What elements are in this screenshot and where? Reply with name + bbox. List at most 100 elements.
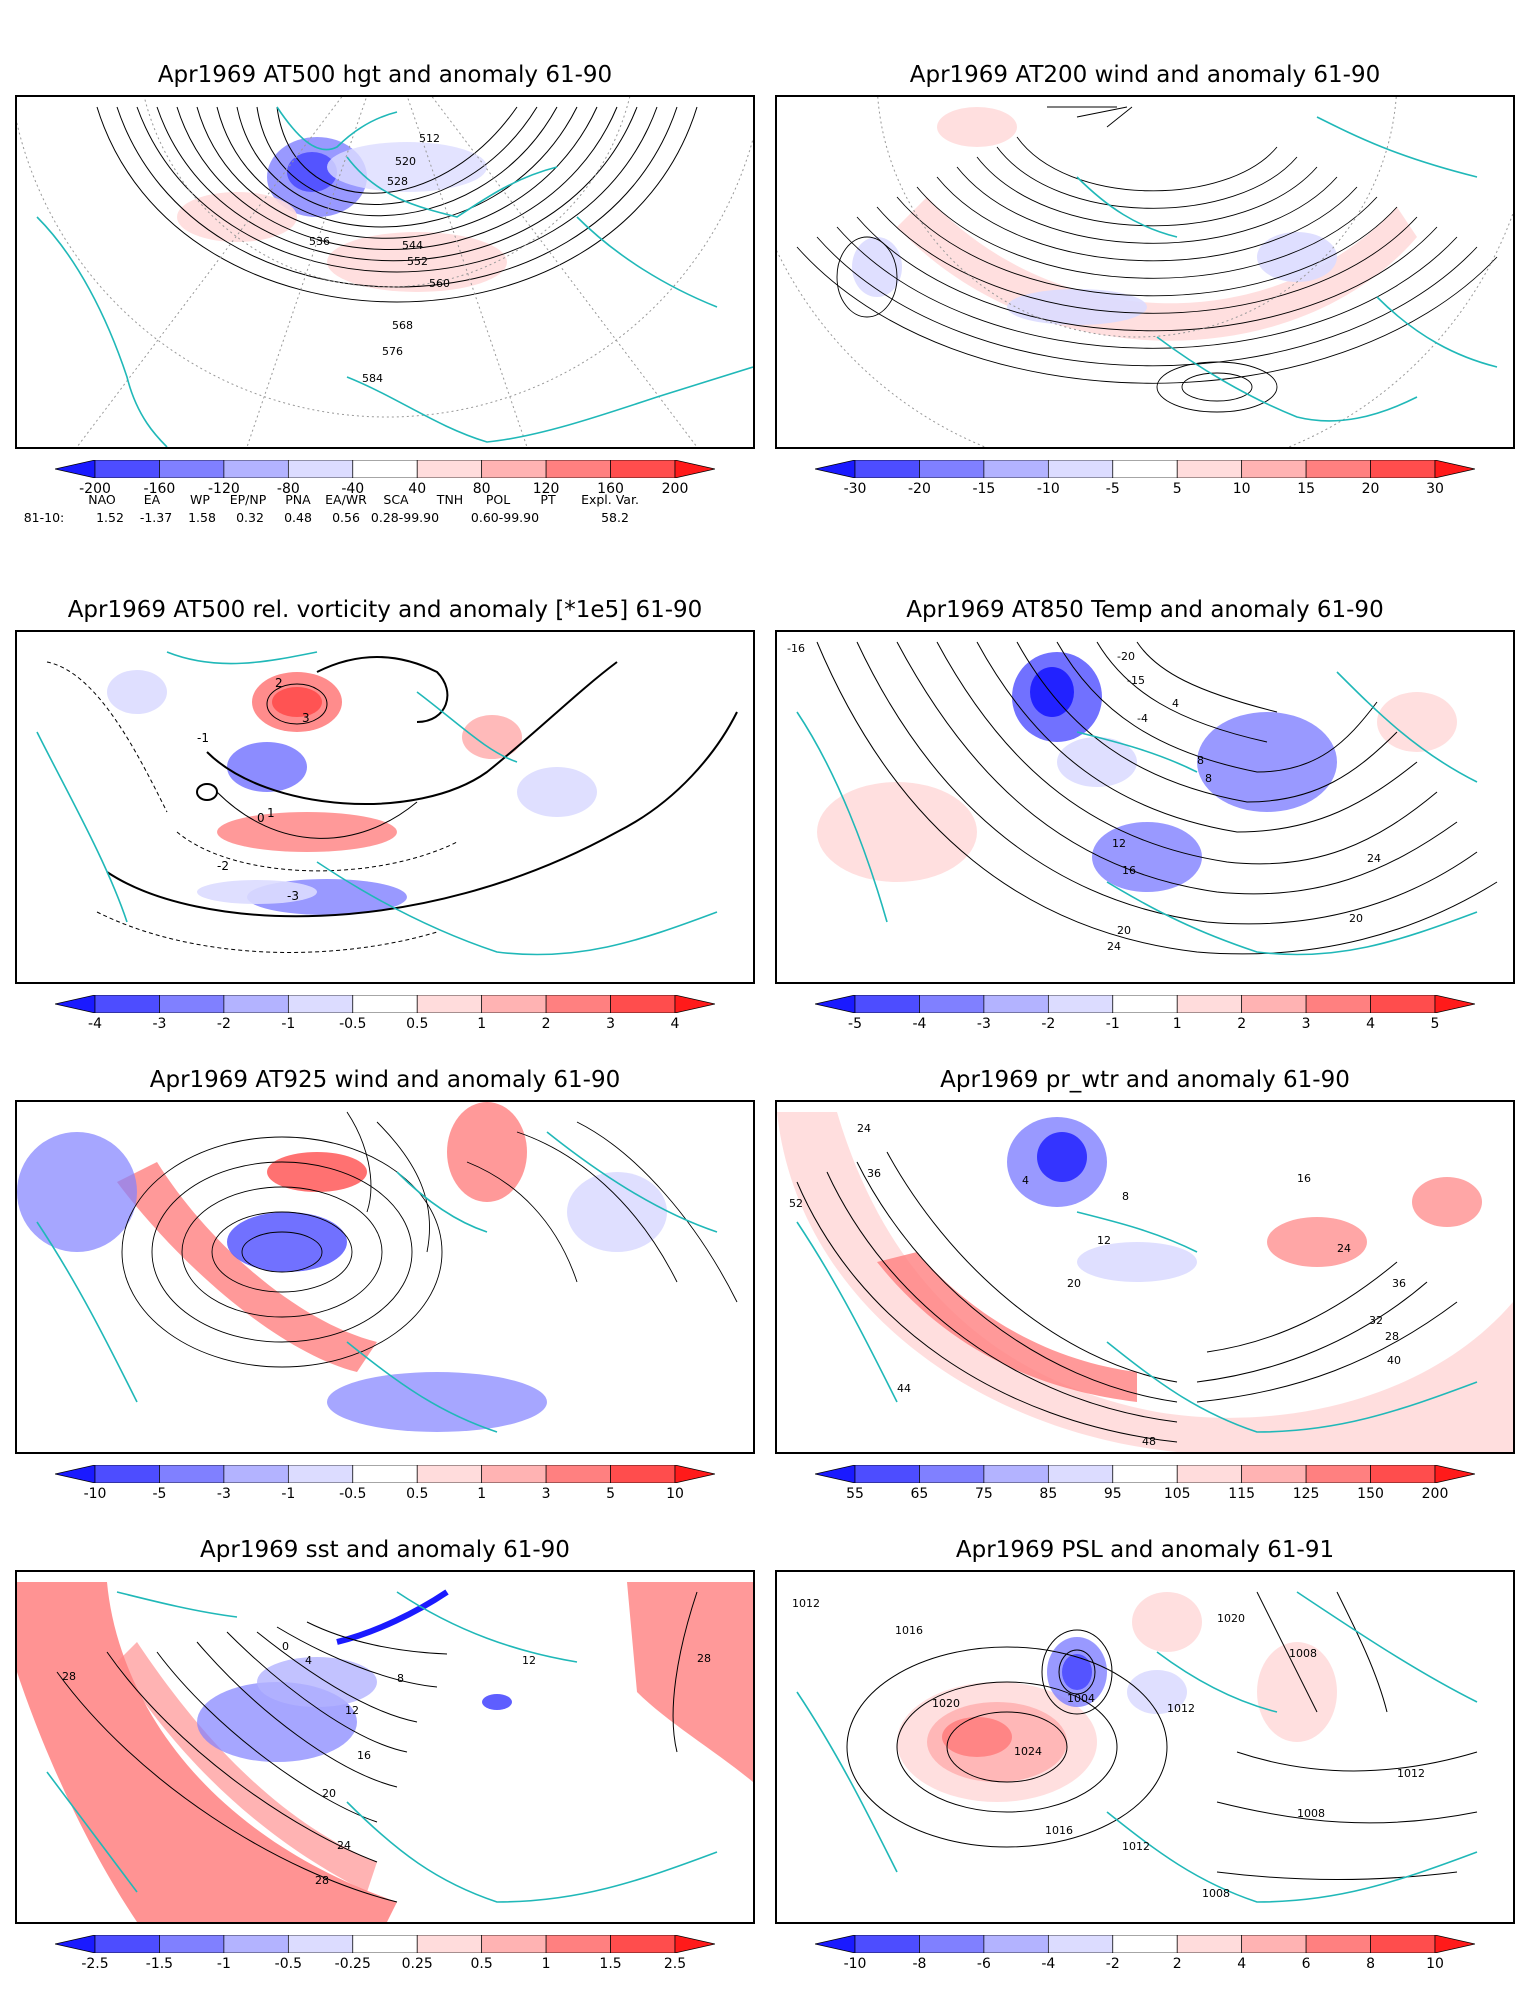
colorbar-tick-label: -4 [912,1016,927,1032]
colorbar-bin [287,1465,354,1483]
colorbar-bin [352,995,418,1013]
streamlines [121,1111,738,1368]
colorbar-bin [1176,1465,1243,1483]
colorbar-bin [94,1935,160,1953]
map-svg: 0 4 8 12 16 20 24 28 28 28 12 [17,1582,753,1922]
contour-labels: -16 -20 -15 4 8 12 16 20 24 20 24 8 -4 [787,642,1381,953]
colorbar-bin [919,460,985,478]
graticule [17,97,753,447]
coastlines [46,1591,718,1903]
colorbar-bin [610,460,676,478]
coastlines [36,106,753,447]
svg-text:8: 8 [1122,1190,1129,1203]
svg-text:24: 24 [1107,940,1121,953]
colorbar-bin [1241,1465,1307,1483]
colorbar-end-high [674,1935,715,1953]
svg-text:4: 4 [1172,697,1179,710]
colorbar-bin [1241,995,1307,1013]
colorbar-tick-label: 200 [1421,1486,1449,1502]
tele-value: 0.48 [284,510,312,525]
colorbar-tick-label: 40 [408,481,427,497]
vorticity-contours [46,656,738,953]
colorbar-end-low [815,1465,856,1483]
colorbar-bin [287,460,354,478]
colorbar-bin [1176,1935,1243,1953]
colorbar-bin [1370,1935,1436,1953]
svg-text:12: 12 [1112,837,1126,850]
colorbar-tick-label: 115 [1228,1486,1256,1502]
colorbar-tick-label: 4 [1366,1016,1376,1032]
svg-text:3: 3 [302,711,310,725]
svg-text:12: 12 [345,1704,359,1717]
svg-text:20: 20 [322,1787,336,1800]
colorbar-tick-label: 20 [1361,481,1380,497]
svg-text:36: 36 [1392,1277,1406,1290]
colorbar-tick-label: -30 [843,481,867,497]
colorbar-labels: -5 -4 -3 -2 -1 1 2 3 4 5 [815,1016,1475,1034]
svg-text:52: 52 [789,1197,803,1210]
colorbar-bin [1305,995,1371,1013]
contour-labels: 512 520 528 536 544 552 560 568 576 584 [309,132,450,385]
svg-text:568: 568 [392,319,413,332]
colorbar-bin [610,1935,676,1953]
colorbar-bin [1112,460,1178,478]
colorbar-bin [545,1465,611,1483]
colorbar [55,1935,715,1953]
colorbar-tick-label: -0.25 [334,1956,371,1972]
map-svg: 52 36 24 4 8 12 16 20 24 28 32 36 40 44 … [777,1112,1513,1452]
colorbar-bin [1305,460,1371,478]
map-svg: -1 0 1 2 3 -2 -3 [36,651,738,956]
colorbar-tick-label: -1.5 [145,1956,174,1972]
colorbar-tick-label: -120 [207,481,240,497]
panel-title: Apr1969 AT200 wind and anomaly 61-90 [909,62,1381,88]
colorbar-labels: -2.5 -1.5 -1 -0.5 -0.25 0.25 0.5 1 1.5 2.5 [55,1956,715,1974]
svg-text:1008: 1008 [1202,1887,1230,1900]
contour-labels: -1 0 1 2 3 -2 -3 [197,676,310,903]
svg-text:1008: 1008 [1297,1807,1325,1820]
colorbar-tick-label: -6 [976,1956,991,1972]
colorbar-bin [416,1935,483,1953]
colorbar-end-low [55,995,96,1013]
colorbar-bin [416,460,483,478]
colorbar-bin [919,1935,985,1953]
colorbar-bin [1112,1935,1178,1953]
colorbar-bin [1241,1935,1307,1953]
colorbar-tick-label: 1.5 [599,1956,622,1972]
svg-text:520: 520 [395,155,416,168]
colorbar-tick-label: -10 [1036,481,1060,497]
anomaly-fill [177,137,507,292]
map-svg: 1012 1016 1020 1024 1004 1008 1012 1020 … [792,1591,1478,1903]
tele-header: Expl. Var. [581,492,639,507]
tele-header: EA [143,492,161,507]
tele-value: 0.56 [332,510,360,525]
colorbar-bin [94,1465,160,1483]
svg-text:-4: -4 [1137,712,1148,725]
panel-title: Apr1969 AT500 rel. vorticity and anomaly… [67,597,703,623]
colorbar-bin [919,1465,985,1483]
colorbar-end-low [815,1935,856,1953]
tele-value: 1.52 [96,510,124,525]
colorbar-tick-label: -15 [972,481,996,497]
svg-text:40: 40 [1387,1354,1401,1367]
colorbar-tick-label: -5 [152,1486,167,1502]
tele-header: POL [485,492,511,507]
map-svg [17,1102,738,1433]
colorbar-bin [481,995,547,1013]
colorbar-bin [1047,1935,1114,1953]
colorbar-tick-label: 120 [532,481,560,497]
colorbar-bin [983,995,1049,1013]
colorbar-tick-label: 75 [974,1486,993,1502]
svg-text:24: 24 [857,1122,871,1135]
svg-text:4: 4 [305,1654,312,1667]
colorbar-tick-label: 2.5 [663,1956,687,1972]
colorbar-labels: -30 -20 -15 -10 -5 5 10 15 20 30 [815,481,1475,499]
tele-header: PT [540,492,556,507]
colorbar-bin [1370,995,1436,1013]
map-prwtr: 52 36 24 4 8 12 16 20 24 28 32 36 40 44 … [775,1100,1515,1454]
height-contours [96,106,698,303]
coastlines [1076,116,1498,422]
colorbar-end-high [1434,1935,1475,1953]
colorbar-tick-label: 125 [1292,1486,1320,1502]
colorbar-tick-label: 1 [1172,1016,1182,1032]
colorbar-tick-label: -4 [88,1016,102,1032]
